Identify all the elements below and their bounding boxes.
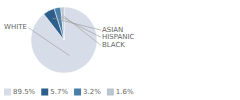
legend-item: 5.7%: [41, 88, 68, 96]
legend-label: 5.7%: [50, 88, 68, 96]
pie-slice: [61, 7, 64, 40]
legend-label: 3.2%: [83, 88, 101, 96]
leader-line: [28, 27, 69, 55]
legend-swatch: [107, 89, 114, 96]
legend-label: 89.5%: [13, 88, 36, 96]
legend-swatch: [74, 89, 81, 96]
pie-slice: [54, 7, 64, 40]
legend-item: 89.5%: [4, 88, 36, 96]
pie-slice: [31, 7, 97, 73]
slice-label: BLACK: [102, 41, 125, 49]
legend-swatch: [4, 89, 11, 96]
legend-item: 1.6%: [107, 88, 134, 96]
legend-swatch: [41, 89, 48, 96]
leader-line: [63, 15, 101, 45]
chart: WHITEASIANHISPANICBLACK 89.5% 5.7% 3.2% 1.6%: [0, 0, 240, 100]
leader-line: [59, 16, 101, 38]
legend: 89.5% 5.7% 3.2% 1.6%: [4, 88, 134, 96]
legend-item: 3.2%: [74, 88, 101, 96]
legend-label: 1.6%: [116, 88, 134, 96]
slice-label: HISPANIC: [102, 33, 135, 41]
leader-line: [53, 18, 101, 30]
annotations: WHITEASIANHISPANICBLACK: [4, 15, 135, 55]
slice-label: WHITE: [4, 23, 27, 31]
pie: [31, 7, 97, 73]
